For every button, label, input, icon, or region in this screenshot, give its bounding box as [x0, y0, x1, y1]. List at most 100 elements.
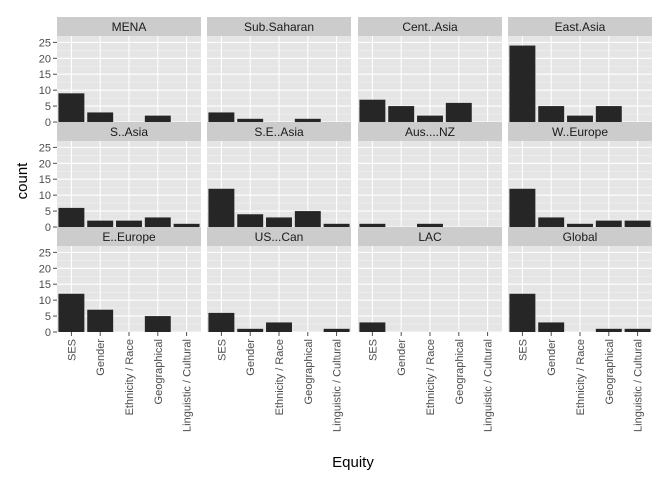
facet-strip — [358, 122, 502, 141]
facet-title: Sub.Saharan — [244, 20, 314, 34]
bar — [87, 112, 114, 122]
y-tick-label: 10 — [39, 190, 51, 202]
x-axis-title: Equity — [332, 454, 374, 471]
y-tick-label: 15 — [39, 174, 51, 186]
bar — [294, 211, 321, 227]
bar — [388, 106, 415, 122]
y-tick-label: 20 — [39, 53, 51, 65]
bar — [509, 45, 536, 122]
bar — [237, 214, 264, 227]
y-tick-label: 20 — [39, 158, 51, 170]
y-axis-title: count — [14, 162, 31, 200]
facet-panel: US...Can SES Gender Ethnicity / Race Geograp… — [207, 227, 351, 432]
y-tick-label: 0 — [45, 222, 51, 234]
bar — [359, 99, 386, 122]
facet-title: Aus....NZ — [405, 125, 455, 139]
facet-panel: Global SES Gender Ethnicity / Race Geographi… — [508, 227, 652, 432]
x-tick-label: Geographical — [153, 339, 165, 404]
bar — [208, 188, 235, 227]
x-tick-label: Gender — [396, 339, 408, 376]
bar — [624, 328, 651, 332]
facet-panel: East.Asia — [508, 17, 652, 123]
bar — [173, 223, 200, 227]
y-tick-label: 20 — [39, 263, 51, 275]
bar — [323, 223, 350, 227]
bar — [417, 115, 443, 122]
y-tick-label: 5 — [45, 311, 51, 323]
x-tick-label: Ethnicity / Race — [575, 339, 587, 415]
facet-strip — [57, 227, 201, 246]
bar — [359, 223, 386, 227]
y-tick-label: 5 — [45, 206, 51, 218]
facet-title: LAC — [418, 230, 442, 244]
facet-strip — [207, 227, 351, 246]
facet-strip — [207, 17, 351, 36]
facet-panel: S..Asia 0 5 10 15 20 25 — [39, 122, 201, 234]
bar — [359, 322, 386, 332]
y-tick-label: 15 — [39, 69, 51, 81]
y-tick-label: 5 — [45, 101, 51, 113]
facet-strip — [508, 227, 652, 246]
bar — [538, 106, 565, 122]
x-tick-label: Gender — [95, 339, 107, 376]
x-tick-label: SES — [367, 339, 379, 361]
bar — [58, 207, 85, 227]
bar — [509, 188, 536, 227]
facet-panels: MENA 0 5 10 15 20 25 Sub.Saharan Cent..Asia East.… — [39, 17, 652, 432]
x-tick-label: Ethnicity / Race — [274, 339, 286, 415]
x-tick-label: Gender — [245, 339, 257, 376]
x-tick-label: SES — [216, 339, 228, 361]
bar — [87, 220, 114, 227]
facet-panel: W..Europe — [508, 122, 652, 228]
facet-panel: MENA 0 5 10 15 20 25 — [39, 17, 201, 129]
bar — [624, 220, 651, 227]
facet-strip — [358, 17, 502, 36]
bar — [208, 312, 235, 332]
bar — [87, 309, 114, 332]
y-tick-label: 25 — [39, 247, 51, 259]
facet-strip — [508, 17, 652, 36]
facet-strip — [57, 17, 201, 36]
bar — [567, 115, 593, 122]
bar — [445, 102, 472, 122]
x-tick-label: Geographical — [303, 339, 315, 404]
facet-panel: Sub.Saharan — [207, 17, 351, 123]
bar — [294, 118, 321, 122]
bar — [58, 93, 85, 122]
bar — [417, 223, 443, 227]
facet-title: US...Can — [255, 230, 304, 244]
bar — [266, 217, 292, 227]
facet-title: Global — [563, 230, 598, 244]
facet-title: Cent..Asia — [402, 20, 458, 34]
bar — [144, 217, 171, 227]
bar — [116, 220, 142, 227]
x-tick-label: Linguistic / Cultural — [483, 339, 495, 432]
bar — [323, 328, 350, 332]
y-tick-label: 10 — [39, 295, 51, 307]
bar — [595, 220, 622, 227]
x-tick-label: SES — [66, 339, 78, 361]
bar — [538, 322, 565, 332]
x-tick-label: Linguistic / Cultural — [633, 339, 645, 432]
facet-title: W..Europe — [552, 125, 608, 139]
y-tick-label: 0 — [45, 327, 51, 339]
facet-strip — [358, 227, 502, 246]
facet-title: East.Asia — [555, 20, 606, 34]
bar — [208, 112, 235, 122]
bar — [567, 223, 593, 227]
x-tick-label: Ethnicity / Race — [425, 339, 437, 415]
bar — [509, 293, 536, 332]
x-tick-label: Geographical — [604, 339, 616, 404]
facet-panel: Aus....NZ — [358, 122, 502, 228]
facet-panel: E..Europe 0 5 10 15 20 25 SES Gender Ethnicity / … — [39, 227, 201, 432]
facet-panel: S.E..Asia — [207, 122, 351, 228]
x-tick-label: Ethnicity / Race — [124, 339, 136, 415]
facet-panel: Cent..Asia — [358, 17, 502, 123]
facet-strip — [207, 122, 351, 141]
bar — [237, 328, 264, 332]
bar — [144, 316, 171, 332]
facet-strip — [508, 122, 652, 141]
y-tick-label: 0 — [45, 117, 51, 129]
y-tick-label: 25 — [39, 142, 51, 154]
